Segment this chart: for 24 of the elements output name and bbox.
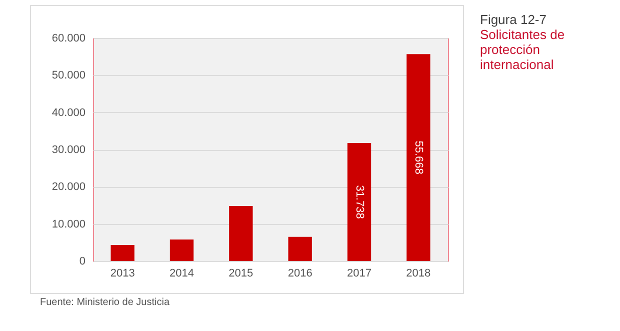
y-tick-label: 50.000 <box>52 70 86 82</box>
data-label: 31.738 <box>353 185 366 219</box>
x-tick-label: 2016 <box>288 268 312 280</box>
text: Solicitantes de protección internacional <box>480 27 566 72</box>
y-tick-label: 60.000 <box>52 32 86 44</box>
x-tick-label: 2017 <box>347 268 372 280</box>
bar <box>347 143 372 261</box>
source-note: Fuente: Ministerio de Justicia <box>40 297 170 308</box>
y-tick-label: 10.000 <box>52 218 86 230</box>
y-tick-label: 20.000 <box>52 181 86 194</box>
text: Figura 12-7 <box>480 12 546 27</box>
y-tick-label: 40.000 <box>52 106 86 119</box>
x-tick-label: 2013 <box>110 268 135 280</box>
bar <box>288 236 312 261</box>
x-tick-label: 2018 <box>406 268 431 280</box>
y-tick-label: 0 <box>79 256 86 268</box>
bar <box>229 206 253 261</box>
bar <box>406 54 430 261</box>
y-tick-label: 30.000 <box>52 144 86 156</box>
x-tick-label: 2014 <box>170 268 194 280</box>
bar <box>110 245 134 261</box>
bar <box>170 239 194 261</box>
x-tick-label: 2015 <box>228 268 254 280</box>
data-label: 55.668 <box>412 140 424 174</box>
